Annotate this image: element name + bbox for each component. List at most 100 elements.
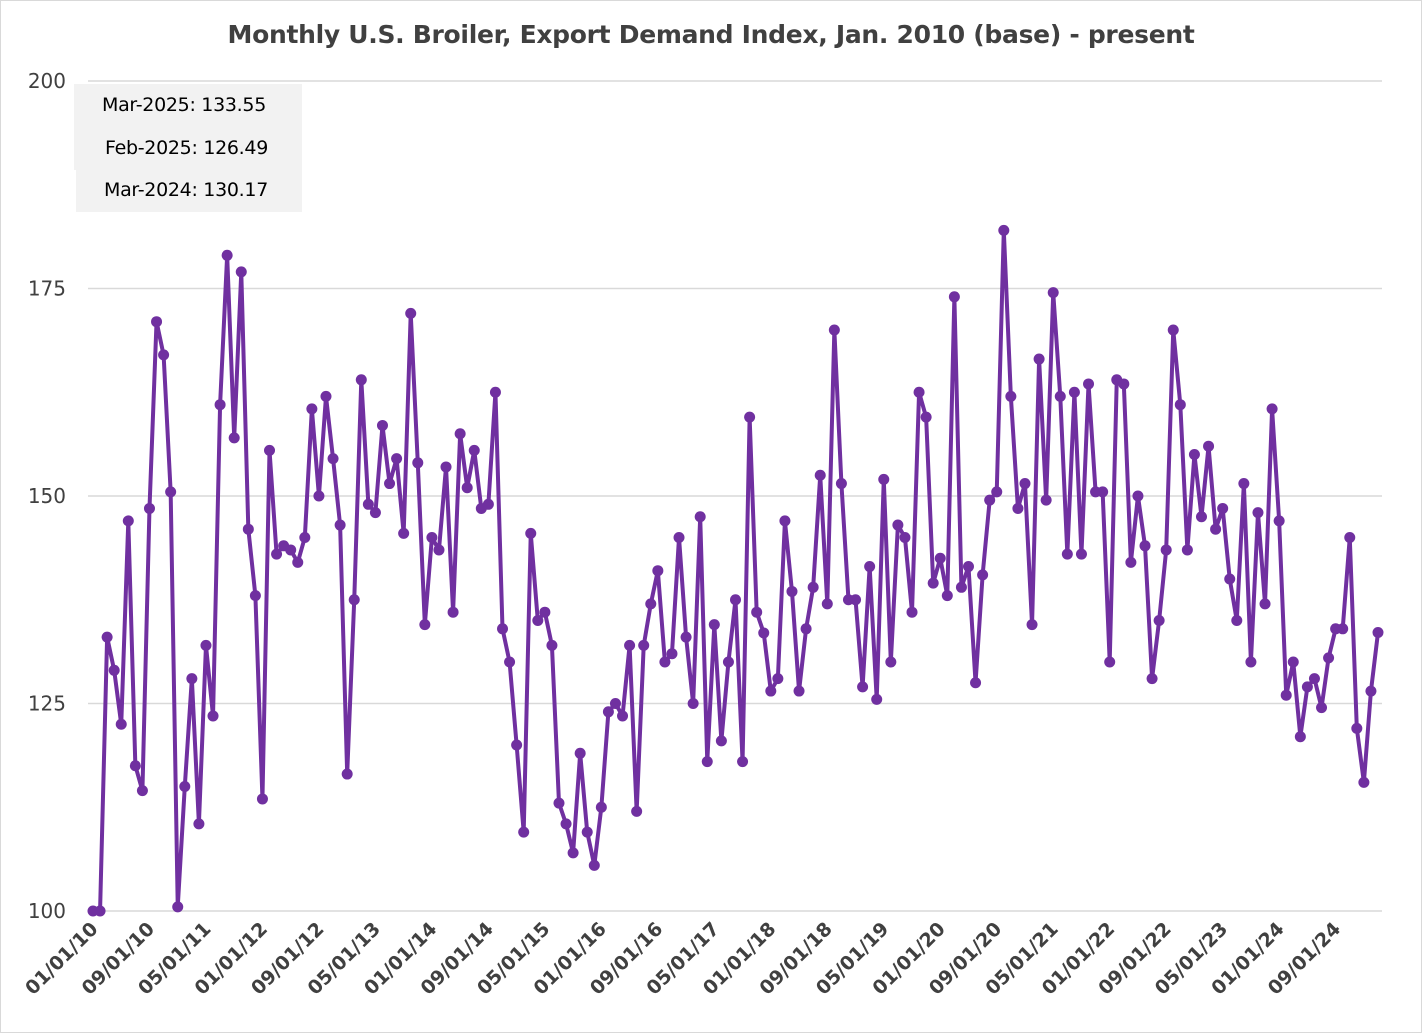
data-point bbox=[638, 639, 650, 651]
data-point bbox=[772, 673, 784, 685]
data-point bbox=[1040, 494, 1052, 506]
data-point bbox=[440, 461, 452, 473]
data-point bbox=[384, 478, 396, 490]
data-point bbox=[744, 411, 756, 423]
data-point bbox=[835, 478, 847, 490]
data-point bbox=[941, 590, 953, 602]
data-point bbox=[1372, 627, 1384, 639]
data-point bbox=[934, 552, 946, 564]
data-point bbox=[369, 507, 381, 519]
annotation-current: Mar-2025: 133.55 bbox=[74, 84, 302, 124]
data-point bbox=[193, 818, 205, 830]
data-point bbox=[645, 598, 657, 610]
y-tick-label: 200 bbox=[28, 69, 66, 93]
data-point bbox=[1061, 548, 1073, 560]
data-point bbox=[327, 453, 339, 465]
annotation-previous-year: Mar-2024: 130.17 bbox=[76, 170, 302, 212]
data-point bbox=[1160, 544, 1172, 556]
data-point bbox=[405, 307, 417, 319]
series-line bbox=[93, 228, 1380, 913]
data-point bbox=[1316, 702, 1328, 714]
data-point bbox=[412, 457, 424, 469]
data-point bbox=[1280, 689, 1292, 701]
data-point bbox=[362, 498, 374, 510]
data-point bbox=[1195, 511, 1207, 523]
data-point bbox=[871, 693, 883, 705]
data-point bbox=[1287, 656, 1299, 668]
data-point bbox=[299, 532, 311, 543]
data-point bbox=[532, 615, 544, 626]
data-point bbox=[1301, 681, 1313, 693]
data-point bbox=[850, 594, 862, 606]
data-point bbox=[136, 785, 148, 797]
data-point bbox=[962, 561, 974, 573]
data-point bbox=[800, 623, 812, 635]
data-point bbox=[631, 805, 643, 817]
data-point bbox=[1266, 403, 1278, 415]
data-point bbox=[1273, 515, 1285, 527]
data-point bbox=[779, 515, 791, 527]
data-point bbox=[264, 444, 276, 456]
data-point bbox=[1238, 478, 1250, 490]
data-point bbox=[588, 859, 600, 871]
data-point bbox=[334, 519, 346, 531]
data-point bbox=[518, 826, 530, 838]
data-point bbox=[1351, 722, 1363, 734]
data-point bbox=[722, 656, 734, 668]
y-tick-label: 175 bbox=[28, 277, 66, 301]
data-point bbox=[1146, 673, 1158, 685]
data-point bbox=[1118, 378, 1130, 390]
data-point bbox=[1231, 615, 1243, 626]
data-point bbox=[1033, 353, 1045, 365]
y-tick-label: 125 bbox=[28, 692, 66, 716]
data-point bbox=[715, 735, 727, 747]
data-point bbox=[793, 685, 805, 697]
data-point bbox=[581, 826, 593, 838]
data-point bbox=[511, 739, 523, 751]
data-point bbox=[1181, 544, 1193, 556]
data-point bbox=[602, 706, 614, 718]
data-point bbox=[701, 756, 713, 768]
data-point bbox=[1210, 523, 1222, 535]
data-point bbox=[461, 482, 473, 494]
data-point bbox=[398, 527, 410, 539]
data-point bbox=[1139, 540, 1151, 552]
data-point bbox=[546, 639, 558, 651]
data-point bbox=[221, 249, 233, 261]
data-point bbox=[814, 469, 826, 481]
data-point bbox=[1344, 532, 1356, 543]
data-point bbox=[758, 627, 770, 639]
data-point bbox=[256, 793, 268, 805]
data-point bbox=[504, 656, 516, 668]
data-point bbox=[1125, 556, 1137, 568]
data-point bbox=[539, 606, 551, 618]
data-point bbox=[122, 515, 134, 527]
data-point bbox=[807, 581, 819, 593]
data-point bbox=[1047, 287, 1059, 299]
data-point bbox=[158, 349, 170, 361]
data-point bbox=[179, 781, 191, 792]
data-point bbox=[1203, 440, 1215, 452]
data-point bbox=[433, 544, 445, 556]
data-point bbox=[454, 428, 466, 440]
data-point bbox=[235, 266, 247, 278]
data-point bbox=[955, 581, 967, 593]
data-point bbox=[186, 673, 198, 685]
data-point bbox=[214, 399, 226, 411]
x-axis: 01/01/1009/01/1005/01/1101/01/1209/01/12… bbox=[21, 918, 1345, 999]
data-point bbox=[1075, 548, 1087, 560]
data-point bbox=[984, 494, 996, 506]
data-point bbox=[200, 639, 212, 651]
data-point bbox=[1323, 652, 1335, 664]
data-point bbox=[617, 710, 629, 722]
data-point bbox=[108, 664, 120, 676]
data-point bbox=[1358, 776, 1370, 788]
data-point bbox=[560, 818, 572, 830]
data-point bbox=[1083, 378, 1095, 390]
data-point bbox=[468, 444, 480, 456]
data-point bbox=[391, 453, 403, 465]
data-point bbox=[1224, 573, 1236, 585]
data-point bbox=[970, 677, 982, 689]
data-point bbox=[249, 590, 261, 602]
